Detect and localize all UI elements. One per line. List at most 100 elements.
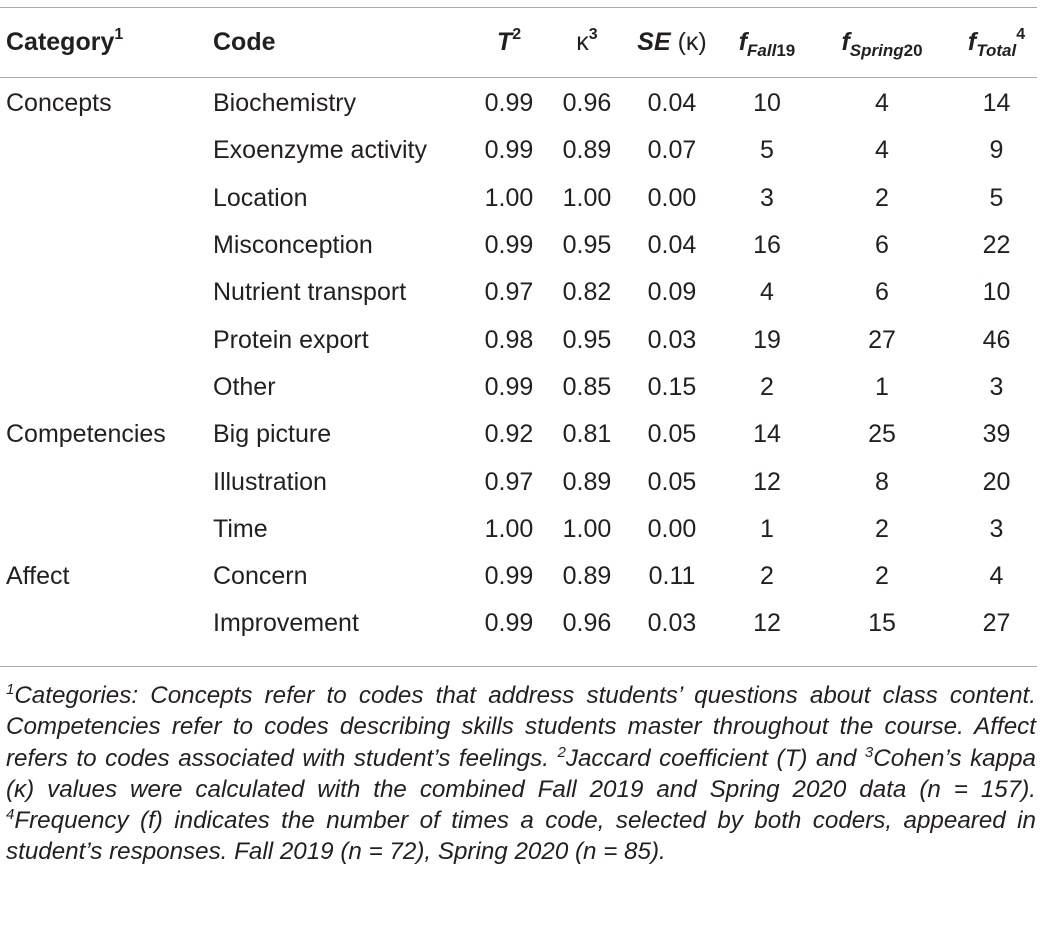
cell-code: Location — [213, 183, 308, 212]
cell-fall: 16 — [753, 231, 781, 260]
table-row: Protein export 0.98 0.95 0.03 19 27 46 — [0, 316, 1043, 363]
cell-category — [0, 506, 213, 553]
cell-code: Concern — [213, 562, 308, 591]
cell-total: 4 — [989, 562, 1004, 591]
cell-fall: 5 — [760, 136, 774, 165]
cell-category — [0, 127, 213, 174]
cell-jaccard: 0.99 — [484, 89, 534, 118]
table-row: Time 1.00 1.00 0.00 1 2 3 — [0, 506, 1043, 553]
cell-total: 10 — [982, 278, 1011, 307]
cell-se: 0.15 — [647, 372, 697, 401]
cell-code: Time — [213, 514, 268, 543]
cell-jaccard: 0.99 — [484, 231, 534, 260]
cell-se: 0.03 — [647, 609, 697, 638]
table-footnote: 1Categories: Concepts refer to codes tha… — [6, 681, 1036, 866]
coding-table: Category1 Code T2 κ3 SE (κ) fFall19 fSpr… — [0, 14, 1043, 648]
cell-jaccard: 0.99 — [484, 609, 534, 638]
cell-jaccard: 0.98 — [484, 325, 534, 354]
cell-category: Affect — [6, 562, 70, 591]
cell-spring: 2 — [875, 514, 889, 543]
cell-code: Nutrient transport — [213, 278, 407, 307]
cell-spring: 15 — [868, 609, 896, 638]
cell-fall: 19 — [753, 325, 781, 354]
cell-total: 39 — [982, 420, 1011, 449]
cell-category: Competencies — [6, 420, 166, 449]
cell-code: Biochemistry — [213, 89, 357, 118]
cell-kappa: 0.81 — [562, 420, 612, 449]
cell-jaccard: 0.99 — [484, 136, 534, 165]
cell-spring: 4 — [875, 136, 889, 165]
cell-se: 0.05 — [647, 420, 697, 449]
cell-kappa: 0.96 — [562, 89, 612, 118]
header-spring: fSpring20 — [841, 27, 923, 60]
cell-total: 3 — [989, 372, 1004, 401]
cell-total: 27 — [982, 609, 1011, 638]
cell-fall: 12 — [753, 609, 781, 638]
cell-code: Big picture — [213, 420, 332, 449]
cell-kappa: 1.00 — [562, 514, 612, 543]
header-t: T2 — [496, 25, 522, 56]
cell-kappa: 0.89 — [562, 136, 612, 165]
header-code: Code — [213, 27, 276, 56]
table-row: Improvement 0.99 0.96 0.03 12 15 27 — [0, 600, 1043, 647]
cell-total: 3 — [989, 514, 1004, 543]
cell-kappa: 0.82 — [562, 278, 612, 307]
table-row: Location 1.00 1.00 0.00 3 2 5 — [0, 175, 1043, 222]
cell-category — [0, 222, 213, 269]
cell-jaccard: 0.99 — [484, 562, 534, 591]
cell-code: Other — [213, 372, 276, 401]
cell-category — [0, 364, 213, 411]
cell-jaccard: 1.00 — [484, 183, 534, 212]
cell-fall: 12 — [753, 467, 781, 496]
cell-kappa: 0.96 — [562, 609, 612, 638]
table-row: Competencies Big picture 0.92 0.81 0.05 14 25 3… — [0, 411, 1043, 458]
cell-se: 0.04 — [647, 231, 697, 260]
cell-se: 0.00 — [647, 183, 697, 212]
cell-category: Concepts — [6, 89, 112, 118]
table-body: Concepts Biochemistry 0.99 0.96 0.04 10 4 14 Exo… — [0, 70, 1043, 648]
header-total: fTotal4 — [967, 25, 1026, 60]
cell-spring: 2 — [875, 562, 889, 591]
cell-category — [0, 269, 213, 316]
cell-category — [0, 175, 213, 222]
cell-se: 0.05 — [647, 467, 697, 496]
table-row: Misconception 0.99 0.95 0.04 16 6 22 — [0, 222, 1043, 269]
cell-spring: 8 — [875, 467, 889, 496]
cell-total: 14 — [982, 89, 1011, 118]
cell-code: Protein export — [213, 325, 369, 354]
cell-spring: 4 — [875, 89, 889, 118]
cell-kappa: 1.00 — [562, 183, 612, 212]
cell-kappa: 0.89 — [562, 562, 612, 591]
cell-jaccard: 1.00 — [484, 514, 534, 543]
cell-jaccard: 0.97 — [484, 467, 534, 496]
cell-category — [0, 600, 213, 647]
cell-code: Illustration — [213, 467, 327, 496]
table-row: Affect Concern 0.99 0.89 0.11 2 2 4 — [0, 553, 1043, 600]
header-rule — [0, 77, 1037, 78]
cell-jaccard: 0.97 — [484, 278, 534, 307]
cell-code: Exoenzyme activity — [213, 136, 427, 165]
cell-kappa: 0.95 — [562, 325, 612, 354]
cell-total: 9 — [989, 136, 1004, 165]
cell-se: 0.07 — [647, 136, 697, 165]
cell-total: 22 — [982, 231, 1011, 260]
cell-fall: 2 — [760, 562, 774, 591]
spacer-row — [0, 70, 1043, 80]
cell-fall: 2 — [760, 372, 774, 401]
cell-total: 5 — [989, 183, 1004, 212]
cell-kappa: 0.95 — [562, 231, 612, 260]
cell-kappa: 0.85 — [562, 372, 612, 401]
bottom-rule — [0, 666, 1037, 667]
table-row: Exoenzyme activity 0.99 0.89 0.07 5 4 9 — [0, 127, 1043, 174]
header-category: Category1 — [6, 25, 124, 56]
header-kappa: κ3 — [576, 25, 598, 56]
cell-spring: 6 — [875, 231, 889, 260]
cell-total: 46 — [982, 325, 1011, 354]
table-row: Other 0.99 0.85 0.15 2 1 3 — [0, 364, 1043, 411]
cell-fall: 1 — [760, 514, 774, 543]
cell-spring: 1 — [875, 372, 889, 401]
cell-spring: 25 — [868, 420, 896, 449]
top-rule — [0, 7, 1037, 8]
table-row: Concepts Biochemistry 0.99 0.96 0.04 10 4 14 — [0, 80, 1043, 127]
